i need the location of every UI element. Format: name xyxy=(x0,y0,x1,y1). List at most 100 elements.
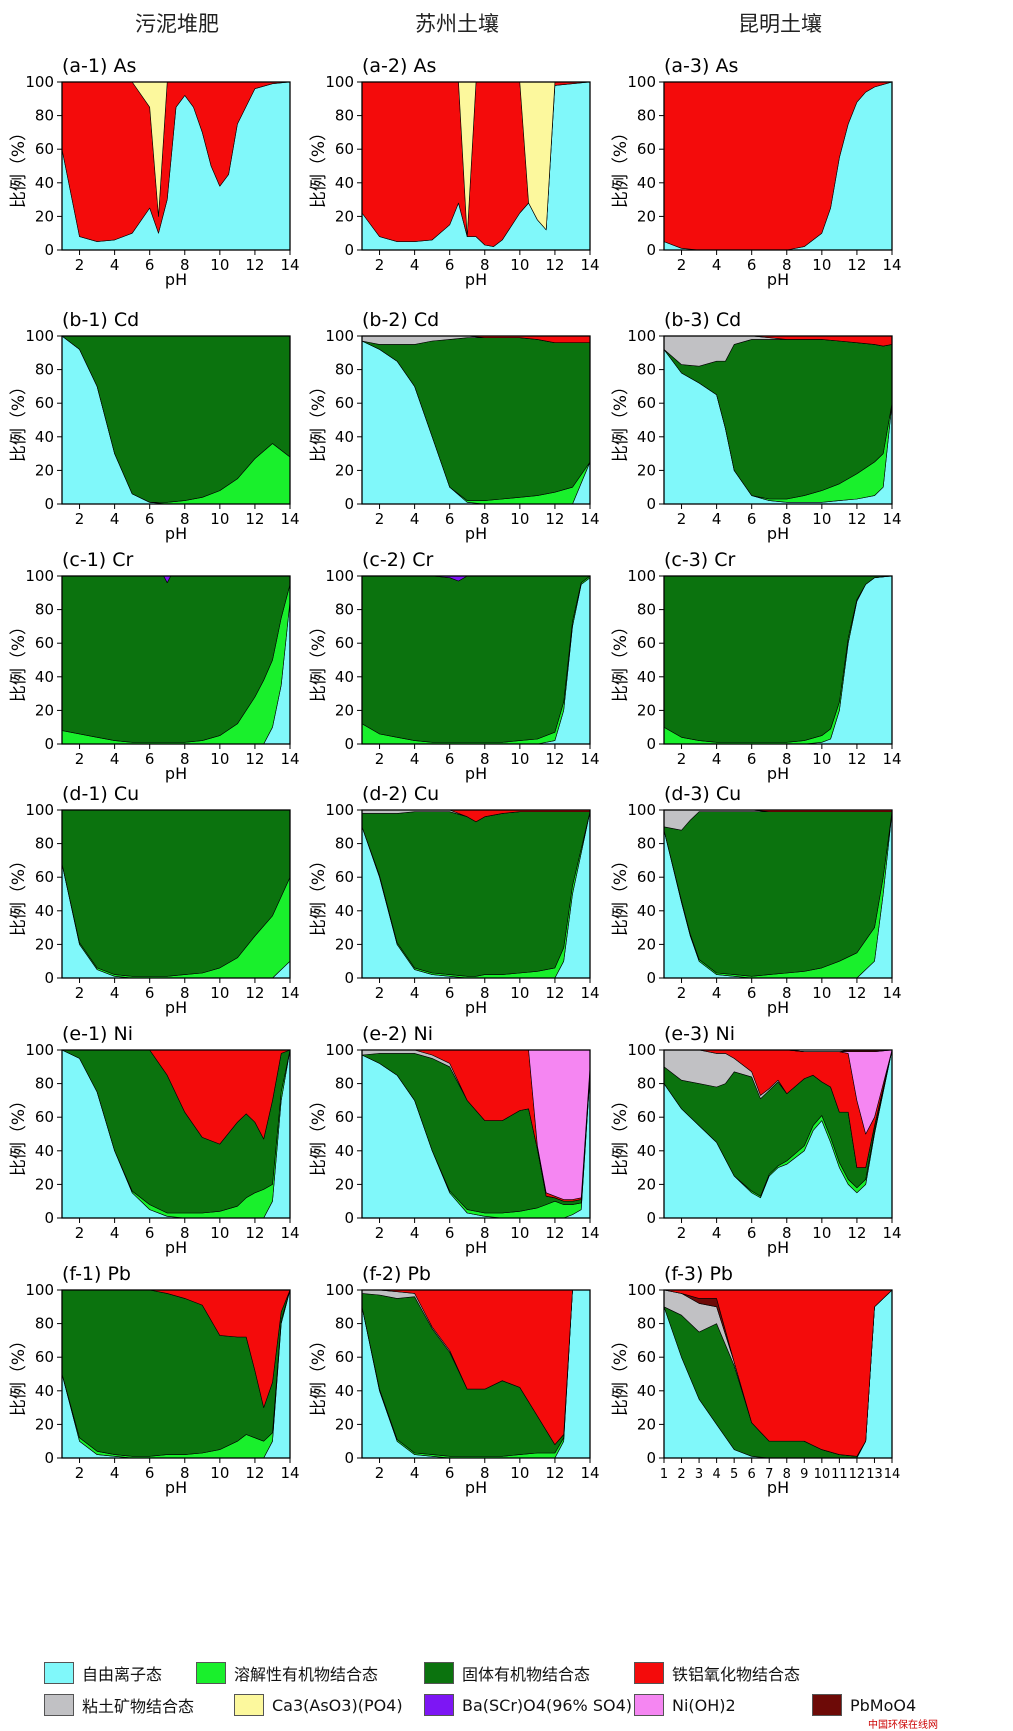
y-tick-label: 60 xyxy=(35,140,54,158)
chart-d-2: 0 20 40 60 80 100 2 4 6 8 10 12 14 pH 比例（%） (d-2) Cu xyxy=(309,783,600,1017)
y-tick-label: 20 xyxy=(335,935,354,953)
x-tick-label: 6 xyxy=(145,510,155,528)
x-tick-label: 10 xyxy=(510,256,529,274)
x-axis-label: pH xyxy=(465,1478,487,1497)
x-tick-label: 14 xyxy=(280,510,299,528)
x-tick-label: 10 xyxy=(812,1224,831,1242)
y-tick-label: 0 xyxy=(646,495,656,513)
y-tick-label: 20 xyxy=(35,1175,54,1193)
watermark-text: 中国环保在线网 xyxy=(868,1720,938,1731)
x-tick-label: 8 xyxy=(180,1224,190,1242)
y-tick-label: 40 xyxy=(335,1142,354,1160)
y-tick-label: 80 xyxy=(637,601,656,619)
y-tick-label: 80 xyxy=(35,1075,54,1093)
x-tick-label: 6 xyxy=(748,1467,756,1482)
x-tick-label: 14 xyxy=(580,1464,599,1482)
x-tick-label: 4 xyxy=(712,256,722,274)
y-tick-label: 20 xyxy=(335,461,354,479)
y-tick-label: 20 xyxy=(637,701,656,719)
y-tick-label: 100 xyxy=(25,801,54,819)
legend-item-niohs: Ni(OH)2 xyxy=(634,1692,736,1718)
x-tick-label: 2 xyxy=(75,984,85,1002)
x-tick-label: 8 xyxy=(480,750,490,768)
x-tick-label: 4 xyxy=(110,510,120,528)
y-tick-label: 100 xyxy=(627,801,656,819)
panel-title: (d-1) Cu xyxy=(62,783,139,805)
y-axis-label: 比例（%） xyxy=(309,378,329,462)
x-tick-label: 12 xyxy=(847,510,866,528)
x-tick-label: 10 xyxy=(812,256,831,274)
x-tick-label: 14 xyxy=(882,256,901,274)
y-tick-label: 80 xyxy=(335,1075,354,1093)
x-tick-label: 10 xyxy=(210,510,229,528)
x-tick-label: 12 xyxy=(847,984,866,1002)
y-tick-label: 20 xyxy=(335,1415,354,1433)
y-tick-label: 60 xyxy=(637,868,656,886)
legend-item-som: 固体有机物结合态 xyxy=(424,1660,590,1686)
legend-swatch xyxy=(424,1662,454,1684)
x-tick-label: 4 xyxy=(410,1224,420,1242)
x-tick-label: 10 xyxy=(210,256,229,274)
x-axis-label: pH xyxy=(465,524,487,543)
plot-frame xyxy=(61,81,291,251)
plot-frame xyxy=(361,1049,591,1219)
legend-item-ba: Ba(SCr)O4(96% SO4) xyxy=(424,1692,632,1718)
chart-e-3: 0 20 40 60 80 100 2 4 6 8 10 12 14 pH 比例（%） (e-3) Ni xyxy=(611,1023,902,1257)
x-tick-label: 12 xyxy=(245,1464,264,1482)
legend-item-pbmo: PbMoO4 xyxy=(812,1692,916,1718)
legend-item-ca3: Ca3(AsO3)(PO4) xyxy=(234,1692,403,1718)
y-tick-label: 80 xyxy=(335,835,354,853)
x-tick-label: 1 xyxy=(660,1467,668,1482)
legend-label: 溶解性有机物结合态 xyxy=(234,1665,379,1684)
legend-label: Ca3(AsO3)(PO4) xyxy=(272,1695,403,1715)
x-tick-label: 2 xyxy=(375,1224,385,1242)
y-tick-label: 20 xyxy=(335,1175,354,1193)
y-tick-label: 100 xyxy=(627,73,656,91)
x-axis-label: pH xyxy=(165,270,187,289)
x-tick-label: 9 xyxy=(800,1467,808,1482)
x-axis-label: pH xyxy=(165,1238,187,1257)
x-axis-label: pH xyxy=(767,998,789,1017)
x-tick-label: 14 xyxy=(882,750,901,768)
chart-c-3: 0 20 40 60 80 100 2 4 6 8 10 12 14 pH 比例（%） (c-3) Cr xyxy=(611,549,902,783)
x-tick-label: 14 xyxy=(882,510,901,528)
x-tick-label: 10 xyxy=(812,750,831,768)
column-title-kunming: 昆明土壤 xyxy=(738,12,822,36)
x-tick-label: 6 xyxy=(445,510,455,528)
legend-label: 粘土矿物结合态 xyxy=(82,1697,195,1716)
y-axis-label: 比例（%） xyxy=(309,852,329,936)
y-tick-label: 80 xyxy=(637,1075,656,1093)
y-tick-label: 100 xyxy=(25,327,54,345)
x-tick-label: 12 xyxy=(245,984,264,1002)
panel-title: (b-2) Cd xyxy=(362,309,439,331)
x-tick-label: 12 xyxy=(245,750,264,768)
y-tick-label: 100 xyxy=(25,1281,54,1299)
panel-title: (a-1) As xyxy=(62,55,136,77)
y-tick-label: 60 xyxy=(35,634,54,652)
x-axis-label: pH xyxy=(465,998,487,1017)
legend-swatch xyxy=(634,1694,664,1716)
plot-frame xyxy=(61,335,291,505)
x-tick-label: 2 xyxy=(375,984,385,1002)
x-tick-label: 2 xyxy=(677,984,687,1002)
y-tick-label: 100 xyxy=(25,1041,54,1059)
y-tick-label: 100 xyxy=(325,1281,354,1299)
x-tick-label: 8 xyxy=(180,510,190,528)
panel-title: (a-2) As xyxy=(362,55,436,77)
y-axis-label: 比例（%） xyxy=(309,124,329,208)
x-tick-label: 12 xyxy=(545,984,564,1002)
x-tick-label: 6 xyxy=(145,750,155,768)
x-tick-label: 6 xyxy=(445,750,455,768)
y-tick-label: 40 xyxy=(637,902,656,920)
y-tick-label: 40 xyxy=(35,1142,54,1160)
x-tick-label: 14 xyxy=(882,984,901,1002)
x-tick-label: 12 xyxy=(545,1224,564,1242)
y-tick-label: 20 xyxy=(637,1175,656,1193)
y-tick-label: 100 xyxy=(627,1041,656,1059)
y-axis-label: 比例（%） xyxy=(611,124,631,208)
x-tick-label: 4 xyxy=(712,1224,722,1242)
x-tick-label: 10 xyxy=(814,1467,831,1482)
panel-title: (c-3) Cr xyxy=(664,549,736,571)
y-tick-label: 0 xyxy=(44,1449,54,1467)
